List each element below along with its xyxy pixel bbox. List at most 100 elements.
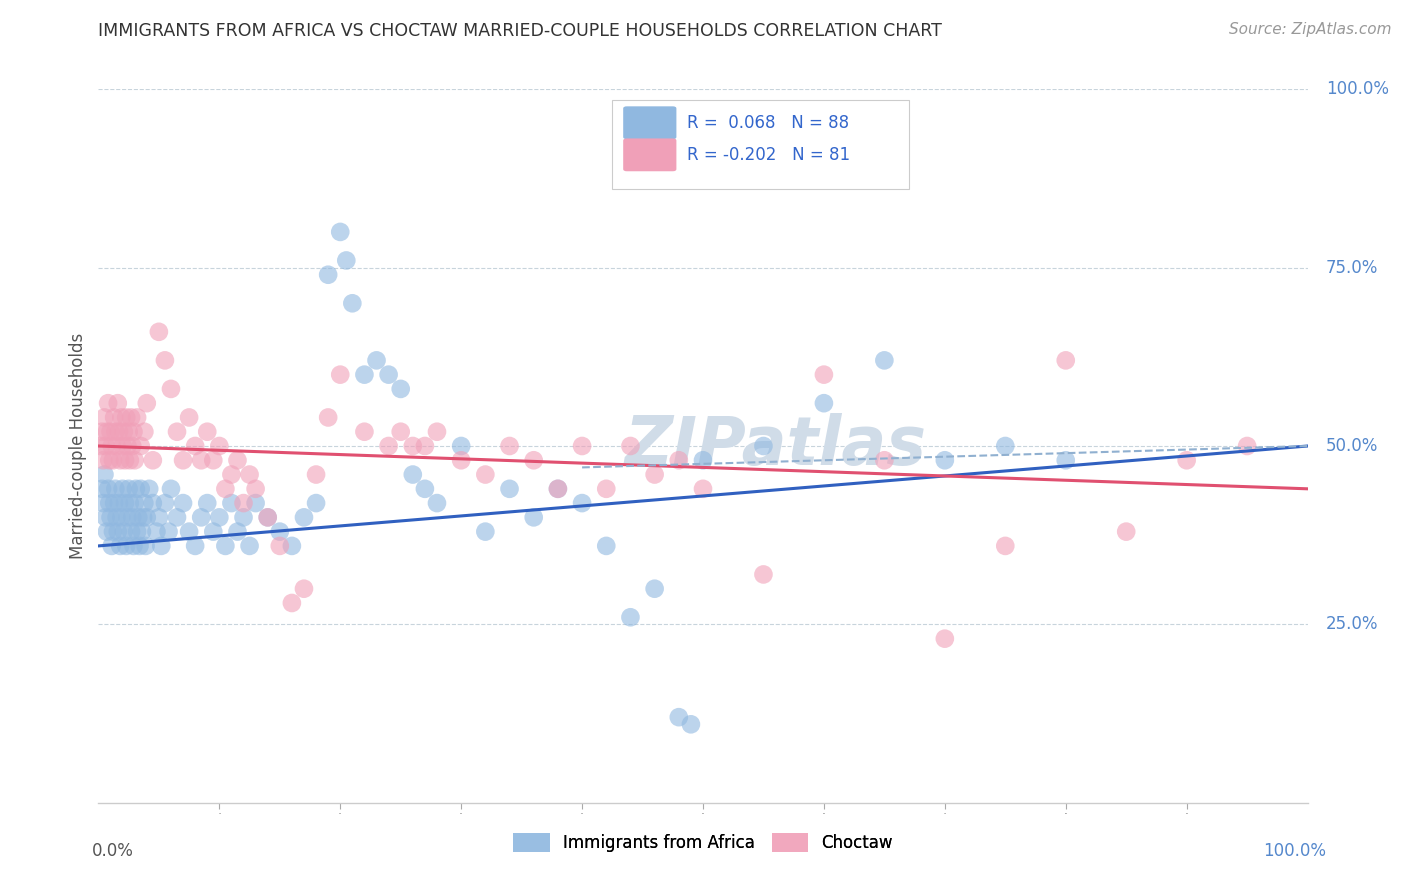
Text: ZIPatlas: ZIPatlas: [624, 413, 927, 479]
Point: [305, 467, 328, 482]
Point: [498, 482, 520, 496]
Point: [813, 368, 835, 382]
Point: [111, 482, 134, 496]
Point: [752, 567, 775, 582]
Point: [245, 496, 267, 510]
Point: [160, 382, 183, 396]
Point: [547, 482, 569, 496]
Point: [134, 425, 156, 439]
Point: [202, 453, 225, 467]
Point: [571, 496, 593, 510]
FancyBboxPatch shape: [623, 138, 676, 171]
Point: [994, 439, 1017, 453]
Point: [934, 453, 956, 467]
Point: [120, 524, 142, 539]
Point: [202, 524, 225, 539]
Point: [377, 368, 399, 382]
Point: [107, 524, 129, 539]
Point: [134, 496, 156, 510]
Point: [239, 467, 262, 482]
Point: [117, 510, 139, 524]
Point: [112, 425, 135, 439]
Point: [413, 439, 436, 453]
Point: [91, 482, 114, 496]
Point: [752, 439, 775, 453]
Point: [316, 268, 339, 282]
Point: [389, 382, 412, 396]
Point: [226, 453, 249, 467]
Point: [450, 453, 472, 467]
Point: [121, 439, 143, 453]
Point: [103, 496, 125, 510]
Point: [104, 482, 127, 496]
Point: [124, 453, 146, 467]
Point: [118, 496, 141, 510]
Point: [114, 496, 136, 510]
Point: [98, 496, 121, 510]
Point: [305, 496, 328, 510]
Point: [692, 482, 714, 496]
Point: [644, 467, 666, 482]
Point: [269, 539, 291, 553]
Point: [208, 510, 231, 524]
Point: [110, 510, 132, 524]
Y-axis label: Married-couple Households: Married-couple Households: [69, 333, 87, 559]
Point: [127, 524, 149, 539]
Point: [172, 453, 194, 467]
Point: [195, 425, 218, 439]
Point: [115, 539, 138, 553]
Point: [115, 410, 138, 425]
Point: [91, 453, 114, 467]
Point: [100, 439, 122, 453]
Point: [128, 539, 150, 553]
Point: [692, 453, 714, 467]
Point: [1115, 524, 1137, 539]
Point: [221, 467, 243, 482]
Text: 100.0%: 100.0%: [1326, 80, 1389, 98]
Point: [138, 482, 160, 496]
Point: [135, 396, 157, 410]
Point: [644, 582, 666, 596]
Point: [157, 524, 180, 539]
Point: [413, 482, 436, 496]
Point: [148, 325, 170, 339]
Point: [129, 439, 152, 453]
Point: [110, 410, 132, 425]
Point: [232, 496, 254, 510]
Point: [342, 296, 364, 310]
Point: [232, 510, 254, 524]
Point: [127, 410, 149, 425]
Text: R = -0.202   N = 81: R = -0.202 N = 81: [688, 146, 851, 164]
Point: [389, 425, 412, 439]
Point: [994, 539, 1017, 553]
Point: [668, 453, 690, 467]
Point: [132, 510, 155, 524]
Point: [402, 467, 425, 482]
Point: [873, 353, 896, 368]
Point: [112, 524, 135, 539]
Point: [105, 510, 128, 524]
Point: [125, 482, 148, 496]
Point: [335, 253, 357, 268]
Point: [97, 482, 120, 496]
Point: [450, 439, 472, 453]
Point: [104, 425, 127, 439]
Text: 0.0%: 0.0%: [93, 842, 134, 860]
Point: [101, 524, 124, 539]
Point: [426, 425, 449, 439]
Point: [98, 453, 121, 467]
Point: [93, 467, 115, 482]
Point: [131, 524, 153, 539]
Point: [245, 482, 267, 496]
Point: [100, 425, 122, 439]
Point: [166, 425, 188, 439]
Point: [329, 368, 352, 382]
Point: [153, 496, 176, 510]
Point: [1175, 453, 1198, 467]
FancyBboxPatch shape: [623, 106, 676, 139]
Point: [107, 396, 129, 410]
Point: [269, 524, 291, 539]
Point: [100, 510, 122, 524]
Point: [316, 410, 339, 425]
Point: [96, 425, 118, 439]
